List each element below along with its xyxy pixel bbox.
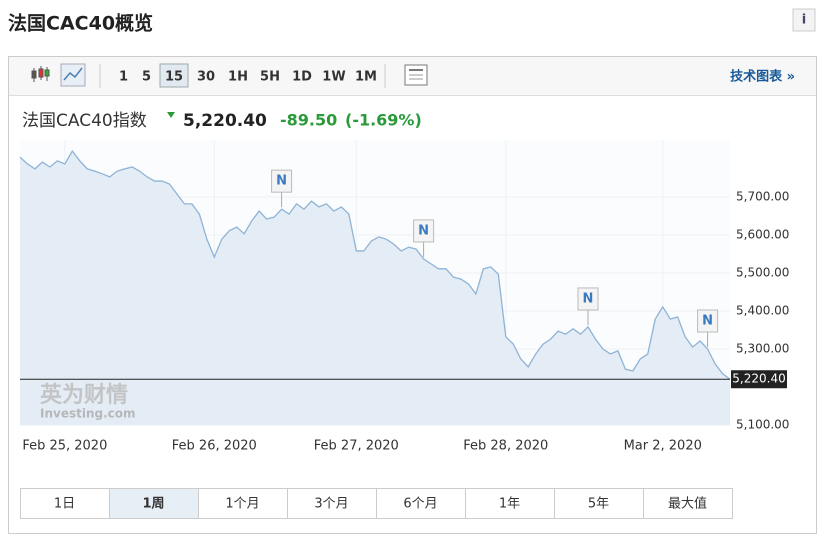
interval-button[interactable]: 15	[165, 70, 183, 85]
y-tick-label: 5,300.00	[736, 342, 789, 356]
range-tab[interactable]	[109, 488, 199, 519]
interval-button[interactable]: 1	[119, 70, 128, 85]
layout-icon[interactable]	[404, 64, 428, 86]
last-price-box	[731, 370, 787, 389]
candle-icon[interactable]	[31, 66, 50, 82]
range-tab-label: 3个月	[314, 497, 348, 512]
news-marker-label: N	[702, 314, 713, 329]
news-marker-label: N	[583, 291, 594, 306]
x-tick-label: Mar 2, 2020	[624, 439, 702, 454]
range-tab-label: 最大值	[668, 496, 707, 512]
x-tick-label: Feb 28, 2020	[463, 439, 548, 454]
interval-button[interactable]: 1D	[292, 70, 312, 85]
x-tick-label: Feb 25, 2020	[22, 439, 107, 454]
news-marker-label: N	[418, 223, 429, 238]
news-marker[interactable]	[413, 219, 435, 243]
info-button[interactable]	[792, 8, 816, 32]
quote-change-pct: (-1.69%)	[345, 111, 422, 130]
watermark-cn: 英为财情	[40, 382, 128, 408]
quote-name: 法国CAC40指数	[22, 111, 147, 131]
range-tab-label: 6个月	[403, 497, 437, 512]
interval-button[interactable]: 1H	[228, 70, 248, 85]
interval-button[interactable]: 30	[197, 70, 215, 85]
price-line	[19, 149, 731, 380]
range-tab-label: 1个月	[225, 497, 259, 512]
y-tick-label: 5,600.00	[736, 228, 789, 242]
news-marker[interactable]	[577, 287, 599, 311]
range-tab[interactable]	[287, 488, 377, 519]
y-tick-label: 5,500.00	[736, 266, 789, 280]
quote-price: 5,220.40	[183, 111, 267, 131]
x-tick-label: Feb 26, 2020	[172, 439, 257, 454]
interval-button[interactable]: 5H	[260, 70, 280, 85]
interval-button[interactable]: 1W	[322, 70, 345, 85]
range-tab[interactable]	[198, 488, 288, 519]
range-tab-label: 5年	[588, 497, 609, 512]
interval-selected	[159, 63, 189, 88]
range-tab-label: 1年	[499, 497, 520, 512]
interval-button[interactable]: 1M	[355, 70, 377, 85]
range-tab[interactable]	[643, 488, 733, 519]
news-marker-label: N	[276, 174, 287, 189]
line-glyph	[63, 67, 83, 81]
y-tick-label: 5,100.00	[736, 418, 789, 432]
range-tab[interactable]	[376, 488, 466, 519]
page-title: 法国CAC40概览	[8, 12, 153, 35]
news-marker[interactable]	[697, 309, 719, 333]
quote-change: -89.50	[280, 111, 337, 130]
tech-chart-link[interactable]: 技术图表 »	[730, 69, 795, 85]
y-tick-label: 5,400.00	[736, 304, 789, 318]
range-tab[interactable]	[554, 488, 644, 519]
news-marker[interactable]	[271, 169, 293, 193]
down-arrow	[167, 112, 175, 118]
info-icon: i	[802, 13, 806, 28]
watermark-en: Investing.com	[40, 407, 136, 421]
last-price-label: 5,220.40	[732, 372, 785, 386]
interval-button[interactable]: 5	[142, 70, 151, 85]
x-tick-label: Feb 27, 2020	[314, 439, 399, 454]
range-tab-label: 1日	[54, 497, 75, 512]
range-tab-label: 1周	[142, 497, 164, 512]
y-tick-label: 5,700.00	[736, 190, 789, 204]
range-tab[interactable]	[20, 488, 110, 519]
area-fill	[20, 151, 730, 425]
